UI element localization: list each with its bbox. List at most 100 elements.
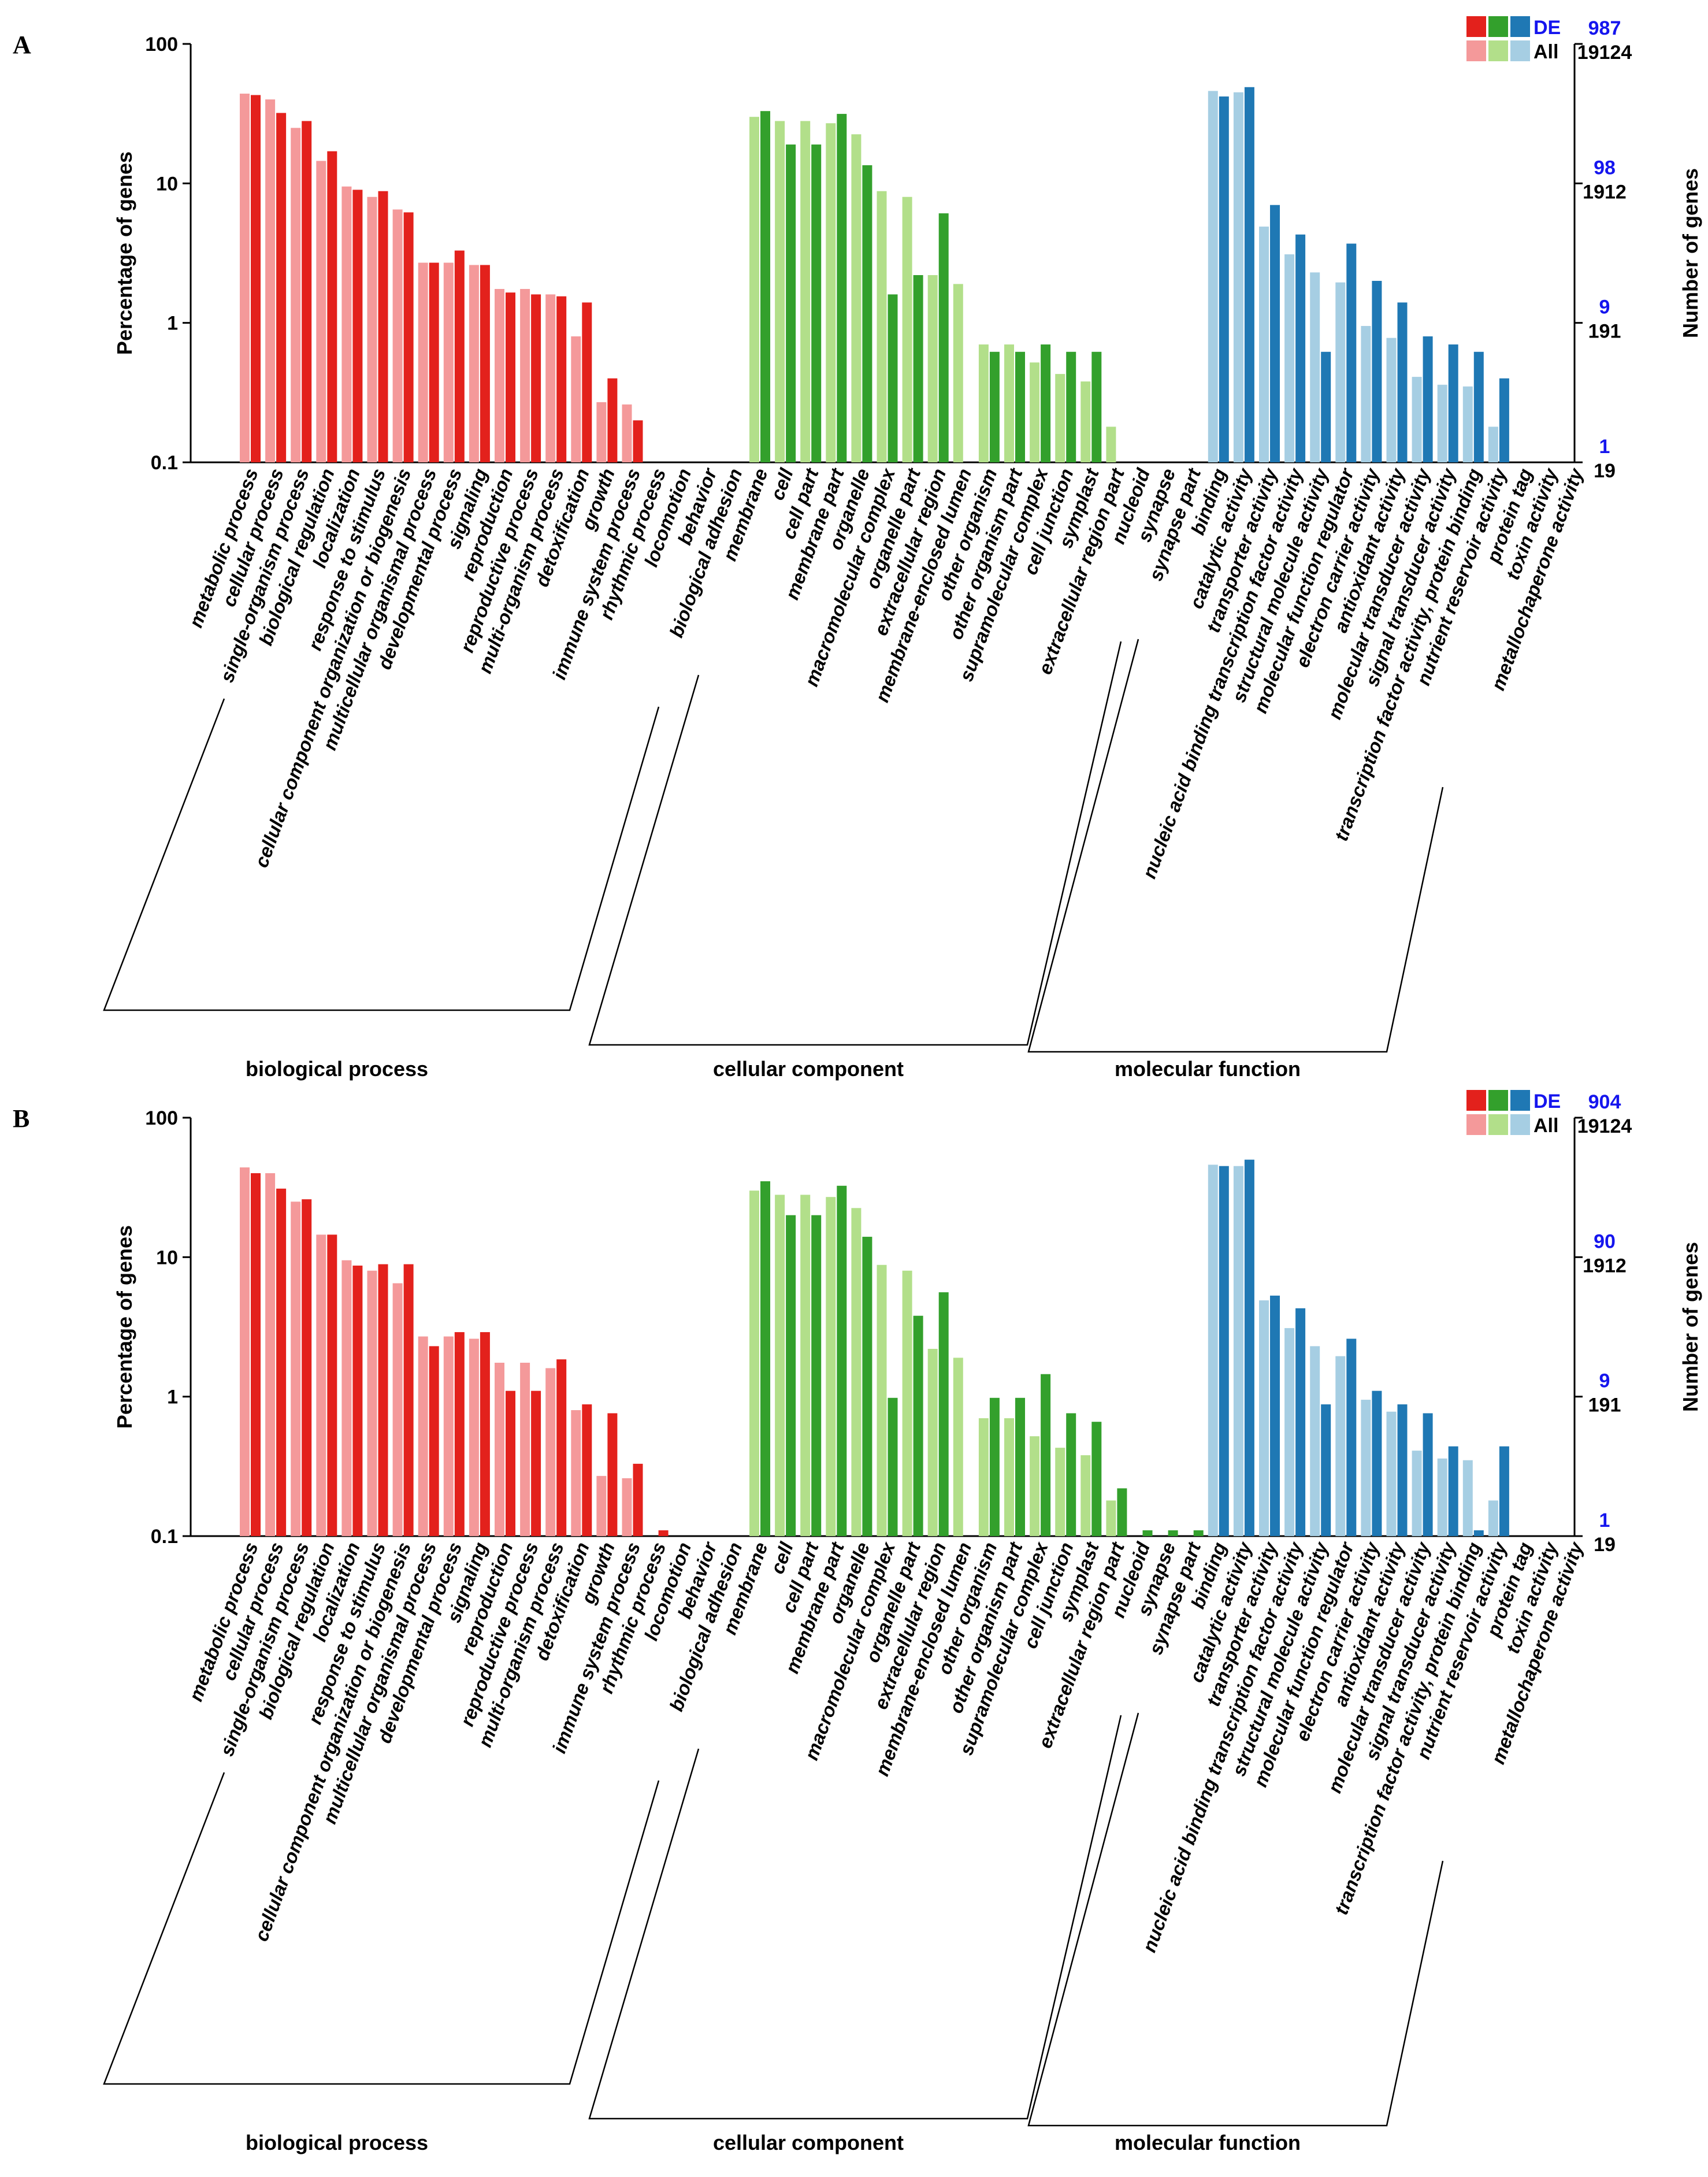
bar-de [1397,1404,1408,1536]
bar-de [1015,1397,1025,1536]
y2-tick-label-de: 987 [1588,17,1621,39]
legend-label-all: All [1534,41,1558,63]
bar-de [1499,1446,1509,1536]
bar-de [1372,1390,1382,1536]
group-bracket [103,698,660,1011]
bar-all [1081,1455,1091,1536]
bar-all [622,1478,632,1536]
bar-de [888,1397,898,1536]
bar-de [811,1215,822,1536]
bar-all [1310,272,1320,462]
y2-tick-label-de: 9 [1599,296,1610,318]
bar-de [607,378,618,462]
legend-swatch-all [1510,1114,1530,1135]
bar-de [1142,1530,1153,1536]
y-tick-label: 100 [145,1107,178,1129]
bar-all [826,123,836,462]
bar-de [352,1265,363,1536]
bar-de [1448,344,1458,462]
y2-tick-label-de: 90 [1594,1230,1616,1252]
bar-de [1423,336,1433,462]
group-bracket [588,641,1122,1046]
bar-de [811,144,822,462]
bar-all [1284,1328,1295,1536]
bar-de [1295,1308,1306,1536]
y2-tick-label-all: 19 [1594,1534,1616,1556]
bar-all [571,336,581,462]
bar-de [1091,351,1102,462]
y2-axis-title: Number of genes [1679,168,1702,338]
y-tick-label: 1 [167,1386,178,1408]
panel-a: A 1001010.1987191249819129191119Percentag… [13,16,1702,1081]
bar-all [1233,92,1243,462]
bar-de [480,265,490,462]
y2-tick-label-all: 19124 [1577,42,1632,64]
y2-axis-title: Number of genes [1679,1242,1702,1412]
bar-de [633,420,643,462]
bar-de [480,1332,490,1536]
y2-tick-label-all: 19 [1594,460,1616,482]
y2-tick-label-all: 191 [1588,321,1621,343]
y2-tick-label-de: 98 [1594,157,1616,179]
bar-all [800,121,811,462]
bar-all [1488,427,1498,462]
bar-all [1004,1418,1014,1536]
bar-all [1462,1460,1473,1536]
bar-all [596,402,607,462]
bar-all [953,284,963,462]
legend-swatch-de [1488,16,1508,37]
bar-all [927,275,938,462]
bar-all [902,1270,912,1536]
bar-de [989,351,1000,462]
bar-all [418,262,428,462]
bar-all [749,1191,759,1536]
bar-de [1041,344,1051,462]
bar-all [545,1368,556,1536]
bar-de [378,1264,388,1536]
bar-all [1284,254,1295,462]
bar-all [571,1410,581,1536]
bar-de [938,213,949,462]
bar-all [1437,1458,1447,1536]
bar-all [1004,344,1014,462]
legend-swatch-all [1488,40,1508,61]
bar-de [1321,1404,1331,1536]
bar-de [1193,1530,1204,1536]
bar-de [1295,234,1306,462]
y2-tick-label-all: 1912 [1583,181,1627,203]
bar-all [265,99,276,462]
group-label: biological process [246,2131,428,2154]
bar-all [1055,1448,1065,1536]
bar-all [1386,338,1397,462]
group-bracket [588,1715,1122,2120]
bar-de [1244,1159,1254,1536]
bar-all [392,209,403,462]
bar-all [902,196,912,462]
bar-all [291,1201,301,1536]
bar-de [862,1237,872,1536]
panel-label: B [13,1104,29,1133]
bar-de [1244,87,1254,463]
bar-de [1321,351,1331,462]
bar-de [1397,302,1408,462]
bar-all [1106,1500,1116,1536]
bar-all [495,289,504,462]
bar-de [556,1359,567,1536]
bar-all [1106,427,1116,462]
bar-de [403,212,414,462]
bar-all [1208,1164,1218,1536]
bar-all [927,1349,938,1536]
bar-de [888,294,898,462]
legend-swatch-de [1510,1090,1530,1111]
bar-de [607,1413,618,1536]
bar-all [851,1208,862,1536]
y-tick-label: 0.1 [151,452,178,474]
bar-all [1310,1346,1320,1536]
bar-de [327,151,337,462]
bar-de [786,1215,796,1536]
bar-de [1448,1446,1458,1536]
legend-swatch-de [1488,1090,1508,1111]
bar-all [622,404,632,462]
bar-de [251,95,261,462]
